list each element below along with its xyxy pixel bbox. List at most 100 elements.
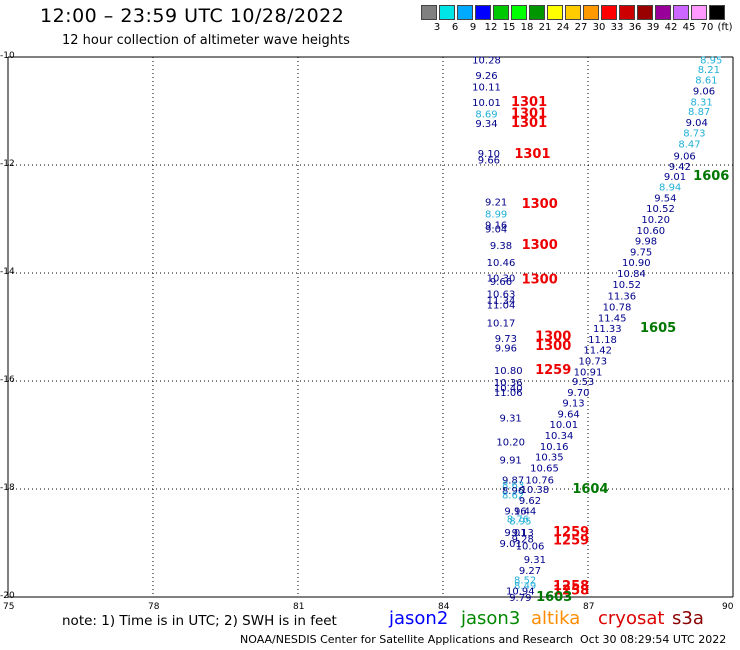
wave-height-label: 9.54 <box>654 193 676 204</box>
x-tick-label: 87 <box>583 602 595 612</box>
time-label: 1606 <box>693 169 729 184</box>
legend-label: (ft) <box>717 22 733 33</box>
wave-height-label: 8.21 <box>698 65 720 76</box>
y-tick-label: -10 <box>0 51 15 61</box>
wave-height-label: 9.96 <box>495 344 517 355</box>
wave-height-label: 8.52 <box>514 576 536 587</box>
wave-height-label: 9.28 <box>512 535 534 546</box>
wave-height-label: 10.80 <box>494 366 523 377</box>
wave-height-label: 9.13 <box>562 399 584 410</box>
x-tick-label: 90 <box>722 602 734 612</box>
wave-height-label: 8.99 <box>485 210 507 221</box>
wave-height-label: 10.17 <box>487 319 516 330</box>
wave-height-label: 8.76 <box>507 515 529 526</box>
legend-swatch <box>511 5 527 20</box>
wave-height-label: 10.01 <box>550 420 579 431</box>
x-tick-label: 78 <box>148 602 160 612</box>
legend-label: 45 <box>682 22 696 33</box>
time-label: 1300 <box>535 339 571 354</box>
time-label: 1604 <box>572 482 608 497</box>
wave-height-label: 8.96 <box>502 486 524 497</box>
wave-height-label: 10.46 <box>487 258 516 269</box>
wave-height-label: 9.13 <box>512 528 534 539</box>
legend-label: 33 <box>610 22 624 33</box>
wave-height-label: 10.38 <box>521 485 550 496</box>
legend-swatch <box>673 5 689 20</box>
legend-swatch <box>493 5 509 20</box>
time-label: 1301 <box>514 147 550 162</box>
legend-jason2: jason2 <box>389 608 449 629</box>
legend-label: 6 <box>451 22 459 33</box>
wave-height-label: 9.06 <box>693 86 715 97</box>
time-label: 1258 <box>553 584 589 599</box>
time-label: 1259 <box>553 525 589 540</box>
wave-height-label: 10.78 <box>603 302 632 313</box>
x-tick-label: 81 <box>293 602 305 612</box>
wave-height-label: 9.01 <box>504 528 526 539</box>
wave-height-label: 11.45 <box>598 313 627 324</box>
footnote: note: 1) Time is in UTC; 2) SWH is in fe… <box>62 613 337 629</box>
legend-swatch <box>565 5 581 20</box>
time-label: 1301 <box>511 107 547 122</box>
wave-height-label: 8.47 <box>678 139 700 150</box>
wave-height-label: 10.06 <box>516 542 545 553</box>
wave-height-label: 10.76 <box>525 475 554 486</box>
legend-swatch <box>601 5 617 20</box>
wave-height-label: 9.87 <box>502 475 524 486</box>
wave-height-label: 10.20 <box>496 437 525 448</box>
legend-swatch <box>475 5 491 20</box>
legend-jason3: jason3 <box>461 608 521 629</box>
wave-height-label: 9.42 <box>669 162 691 173</box>
legend-label: 3 <box>433 22 441 33</box>
wave-height-label: 9.70 <box>567 388 589 399</box>
wave-height-label: 9.01 <box>664 172 686 183</box>
y-tick-label: -12 <box>0 159 15 169</box>
wave-height-label: 10.20 <box>641 215 670 226</box>
wave-height-label: 10.60 <box>637 226 666 237</box>
wave-height-label: 9.31 <box>500 414 522 425</box>
chart-subtitle: 12 hour collection of altimeter wave hei… <box>62 33 350 48</box>
wave-height-label: 10.11 <box>472 83 501 94</box>
wave-height-label: 9.64 <box>558 409 580 420</box>
wave-height-label: 10.91 <box>574 367 603 378</box>
wave-height-label: 8.62 <box>502 490 524 501</box>
wave-height-label: 8.49 <box>514 581 536 592</box>
wave-height-label: 8.87 <box>688 107 710 118</box>
legend-label: 30 <box>592 22 606 33</box>
wave-height-label: 8.95 <box>700 56 722 67</box>
legend-swatch <box>439 5 455 20</box>
legend-label: 21 <box>538 22 552 33</box>
legend-swatch <box>421 5 437 20</box>
wave-height-label: 11.04 <box>487 300 516 311</box>
wave-height-label: 10.73 <box>579 356 608 367</box>
wave-height-label: 8.95 <box>509 516 531 527</box>
wave-height-label: 9.79 <box>509 593 531 604</box>
wave-height-label: 10.28 <box>472 56 501 67</box>
wave-height-label: 9.44 <box>514 507 536 518</box>
time-label: 1301 <box>511 116 547 131</box>
wave-height-label: 8.73 <box>683 129 705 140</box>
wave-height-label: 10.90 <box>622 258 651 269</box>
legend-swatch <box>655 5 671 20</box>
legend-swatch <box>547 5 563 20</box>
wave-height-label: 10.36 <box>494 378 523 389</box>
wave-height-label: 9.38 <box>490 241 512 252</box>
time-label: 1259 <box>535 363 571 378</box>
wave-height-label: 9.62 <box>519 496 541 507</box>
wave-height-label: 10.65 <box>530 463 559 474</box>
wave-height-label: 10.01 <box>472 98 501 109</box>
wave-height-label: 9.04 <box>686 118 708 129</box>
time-label: 1300 <box>522 272 558 287</box>
wave-height-label: 10.30 <box>487 273 516 284</box>
wave-height-label: 10.40 <box>494 383 523 394</box>
wave-height-label: 11.33 <box>593 324 622 335</box>
wave-height-label: 9.06 <box>674 151 696 162</box>
legend-swatch <box>529 5 545 20</box>
wave-height-label: 10.94 <box>506 587 535 598</box>
time-label: 1605 <box>640 321 676 336</box>
legend-label: 39 <box>646 22 660 33</box>
legend-swatch <box>619 5 635 20</box>
y-tick-label: -14 <box>0 267 15 277</box>
time-label: 1300 <box>522 197 558 212</box>
